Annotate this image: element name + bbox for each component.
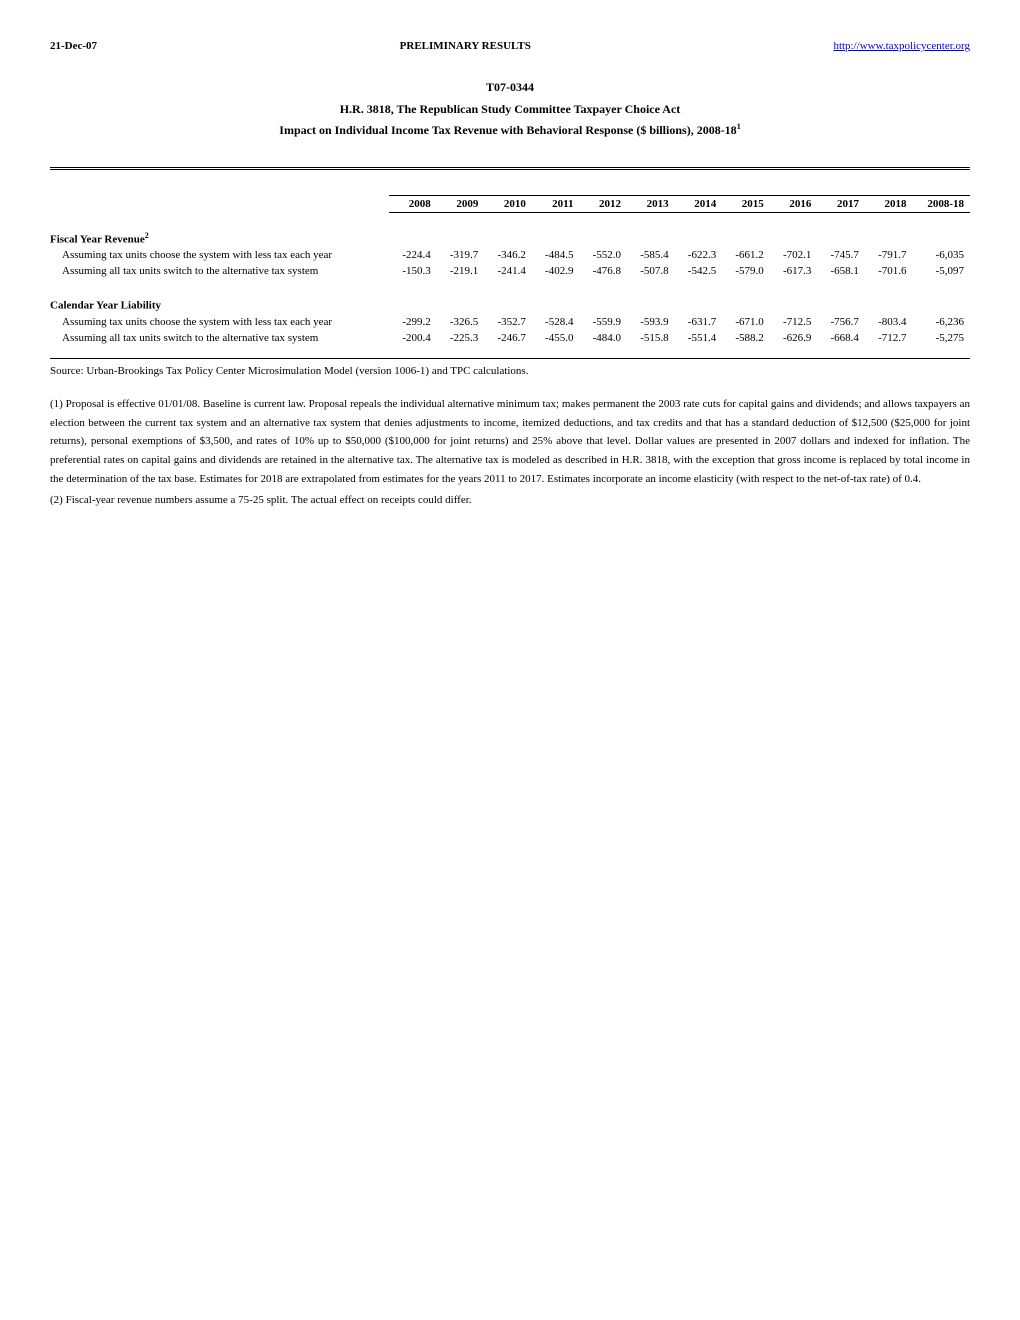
- double-rule-top: [50, 167, 970, 170]
- cell: -756.7: [817, 314, 865, 330]
- col-year: 2015: [722, 195, 770, 212]
- section-label: Calendar Year Liability: [50, 295, 389, 314]
- col-desc: [50, 195, 389, 212]
- section-label-text: Calendar Year Liability: [50, 300, 161, 312]
- cell: -631.7: [675, 314, 723, 330]
- cell: -588.2: [722, 330, 770, 346]
- cell: -150.3: [389, 263, 437, 279]
- header-link[interactable]: http://www.taxpolicycenter.org: [833, 40, 970, 52]
- spacer-row: [50, 279, 970, 295]
- cell: -702.1: [770, 247, 818, 263]
- source-line: Source: Urban-Brookings Tax Policy Cente…: [50, 365, 970, 377]
- table-row: Assuming all tax units switch to the alt…: [50, 330, 970, 346]
- col-year: 2010: [484, 195, 532, 212]
- col-year: 2016: [770, 195, 818, 212]
- cell: -326.5: [437, 314, 485, 330]
- cell: -658.1: [817, 263, 865, 279]
- table-row: Assuming all tax units switch to the alt…: [50, 263, 970, 279]
- cell: -593.9: [627, 314, 675, 330]
- cell: -455.0: [532, 330, 580, 346]
- col-year-total: 2008-18: [913, 195, 970, 212]
- cell: -671.0: [722, 314, 770, 330]
- cell: -225.3: [437, 330, 485, 346]
- cell: -476.8: [579, 263, 627, 279]
- cell: -661.2: [722, 247, 770, 263]
- cell: -507.8: [627, 263, 675, 279]
- col-year: 2018: [865, 195, 913, 212]
- cell: -224.4: [389, 247, 437, 263]
- cell: -484.5: [532, 247, 580, 263]
- col-year: 2011: [532, 195, 580, 212]
- row-desc: Assuming tax units choose the system wit…: [50, 314, 389, 330]
- cell: -246.7: [484, 330, 532, 346]
- cell: -5,097: [913, 263, 970, 279]
- cell: -803.4: [865, 314, 913, 330]
- cell: -528.4: [532, 314, 580, 330]
- cell: -791.7: [865, 247, 913, 263]
- cell: -559.9: [579, 314, 627, 330]
- cell: -484.0: [579, 330, 627, 346]
- cell: -319.7: [437, 247, 485, 263]
- cell: -346.2: [484, 247, 532, 263]
- thin-rule-bottom: [50, 358, 970, 359]
- row-desc: Assuming tax units choose the system wit…: [50, 247, 389, 263]
- cell: -551.4: [675, 330, 723, 346]
- col-year: 2009: [437, 195, 485, 212]
- cell: -626.9: [770, 330, 818, 346]
- revenue-table: 2008 2009 2010 2011 2012 2013 2014 2015 …: [50, 195, 970, 346]
- notes-block: (1) Proposal is effective 01/01/08. Base…: [50, 395, 970, 509]
- cell: -6,236: [913, 314, 970, 330]
- cell: -515.8: [627, 330, 675, 346]
- section-header-row: Calendar Year Liability: [50, 295, 970, 314]
- cell: -712.5: [770, 314, 818, 330]
- section-label: Fiscal Year Revenue2: [50, 229, 389, 248]
- title-impact-text: Impact on Individual Income Tax Revenue …: [279, 123, 736, 137]
- col-year: 2013: [627, 195, 675, 212]
- col-year: 2012: [579, 195, 627, 212]
- cell: -668.4: [817, 330, 865, 346]
- table-header-row: 2008 2009 2010 2011 2012 2013 2014 2015 …: [50, 195, 970, 212]
- cell: -585.4: [627, 247, 675, 263]
- note-1: (1) Proposal is effective 01/01/08. Base…: [50, 395, 970, 488]
- cell: -219.1: [437, 263, 485, 279]
- table-row: Assuming tax units choose the system wit…: [50, 247, 970, 263]
- header-date: 21-Dec-07: [50, 40, 97, 52]
- table-row: Assuming tax units choose the system wit…: [50, 314, 970, 330]
- title-code: T07-0344: [50, 77, 970, 99]
- cell: -200.4: [389, 330, 437, 346]
- cell: -701.6: [865, 263, 913, 279]
- title-impact: Impact on Individual Income Tax Revenue …: [50, 120, 970, 142]
- header-link-wrap: http://www.taxpolicycenter.org: [833, 40, 970, 52]
- spacer-row: [50, 212, 970, 229]
- title-impact-sup: 1: [737, 122, 741, 131]
- cell: -617.3: [770, 263, 818, 279]
- section-label-text: Fiscal Year Revenue: [50, 233, 145, 245]
- cell: -241.4: [484, 263, 532, 279]
- cell: -352.7: [484, 314, 532, 330]
- col-year: 2008: [389, 195, 437, 212]
- col-year: 2017: [817, 195, 865, 212]
- cell: -5,275: [913, 330, 970, 346]
- cell: -745.7: [817, 247, 865, 263]
- title-act: H.R. 3818, The Republican Study Committe…: [50, 99, 970, 121]
- cell: -712.7: [865, 330, 913, 346]
- cell: -579.0: [722, 263, 770, 279]
- title-block: T07-0344 H.R. 3818, The Republican Study…: [50, 77, 970, 142]
- cell: -622.3: [675, 247, 723, 263]
- row-desc: Assuming all tax units switch to the alt…: [50, 330, 389, 346]
- section-label-sup: 2: [145, 231, 149, 240]
- note-2: (2) Fiscal-year revenue numbers assume a…: [50, 491, 970, 510]
- cell: -6,035: [913, 247, 970, 263]
- row-desc: Assuming all tax units switch to the alt…: [50, 263, 389, 279]
- section-header-row: Fiscal Year Revenue2: [50, 229, 970, 248]
- cell: -552.0: [579, 247, 627, 263]
- col-year: 2014: [675, 195, 723, 212]
- header-row: 21-Dec-07 PRELIMINARY RESULTS http://www…: [50, 40, 970, 52]
- header-center: PRELIMINARY RESULTS: [400, 40, 531, 52]
- cell: -542.5: [675, 263, 723, 279]
- cell: -402.9: [532, 263, 580, 279]
- cell: -299.2: [389, 314, 437, 330]
